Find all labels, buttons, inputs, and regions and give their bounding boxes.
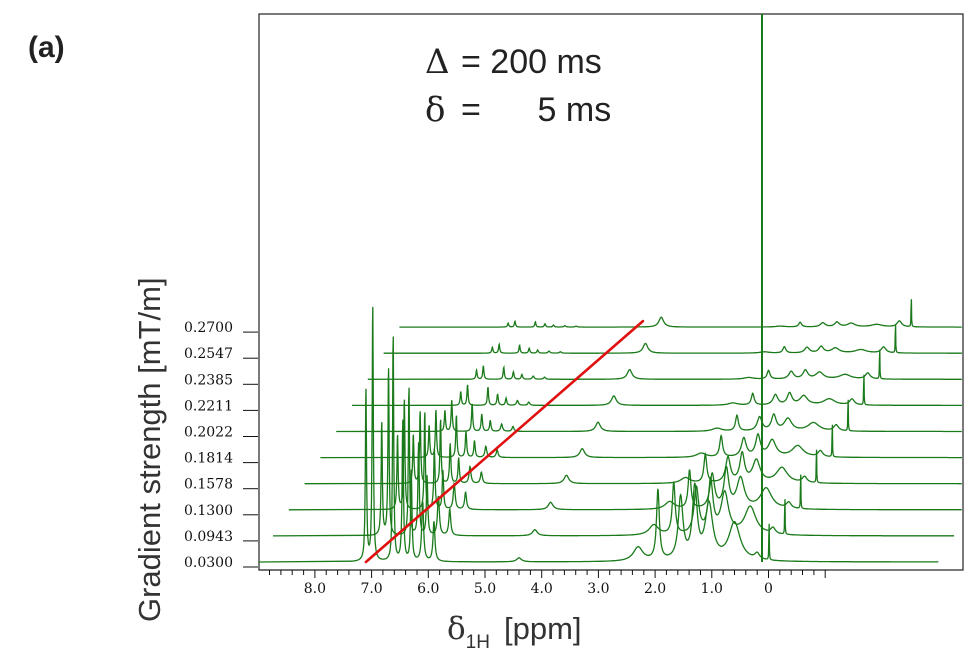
- small-delta-value: = 5 ms: [461, 91, 611, 129]
- x-tick-label-1.0: 1.0: [701, 581, 723, 597]
- x-tick-label-8.0: 8.0: [304, 581, 326, 597]
- spectrum-trace-0.1814: [320, 409, 962, 459]
- gradient-label-0.1300: 0.1300: [184, 503, 233, 519]
- x-tick-label-2.0: 2.0: [644, 581, 666, 597]
- y-axis-title: Gradient strength [mT/m]: [132, 277, 167, 622]
- x-tick-label-5.0: 5.0: [474, 581, 496, 597]
- small-delta-symbol: δ: [425, 90, 445, 130]
- gradient-label-0.1578: 0.1578: [184, 477, 233, 493]
- x-axis-title: δ1H [ppm]: [447, 611, 582, 653]
- x-tick-label-4.0: 4.0: [531, 581, 553, 597]
- x-tick-label-3.0: 3.0: [587, 581, 609, 597]
- gradient-label-0.0300: 0.0300: [184, 555, 233, 571]
- x-axis: 8.0 7.0 6.0 5.0 4.0 3.0 2.0 1.0 0: [259, 569, 828, 597]
- gradient-label-0.1814: 0.1814: [184, 451, 233, 467]
- parameters: Δ = 200 ms δ = 5 ms: [425, 42, 611, 130]
- big-delta-symbol: Δ: [425, 42, 450, 82]
- spectrum-trace-0.2211: [351, 374, 962, 407]
- panel-label: (a): [28, 31, 65, 64]
- gradient-label-0.2547: 0.2547: [184, 346, 233, 362]
- x-tick-label-0: 0: [764, 581, 773, 597]
- spectrum-trace-0.0300: [258, 306, 939, 563]
- big-delta-value: = 200 ms: [461, 43, 602, 81]
- x-tick-label-7.0: 7.0: [360, 581, 382, 597]
- spectrum-trace-0.0943: [272, 368, 955, 537]
- x-axis-title-unit: [ppm]: [504, 611, 582, 646]
- spectrum-trace-0.2700: [399, 299, 962, 328]
- gradient-label-0.0943: 0.0943: [184, 529, 233, 545]
- gradient-label-0.2022: 0.2022: [184, 425, 233, 441]
- x-tick-label-6.0: 6.0: [417, 581, 439, 597]
- spectra-group: [258, 14, 962, 563]
- spectrum-trace-0.1578: [304, 411, 962, 485]
- gradient-labels: 0.0300 0.0943 0.1300 0.1578 0.1814 0.2022 0.22…: [184, 320, 258, 571]
- diffusion-trend-line: [364, 319, 645, 564]
- gradient-label-0.2700: 0.2700: [184, 320, 233, 336]
- spectrum-trace-0.2547: [383, 324, 962, 354]
- x-axis-title-symbol: δ: [447, 611, 466, 647]
- gradient-label-0.2385: 0.2385: [184, 372, 233, 388]
- spectrum-trace-0.2022: [336, 399, 962, 433]
- spectrum-trace-0.2385: [367, 349, 962, 380]
- x-axis-title-subscript: 1H: [466, 632, 490, 653]
- gradient-label-0.2211: 0.2211: [184, 398, 233, 414]
